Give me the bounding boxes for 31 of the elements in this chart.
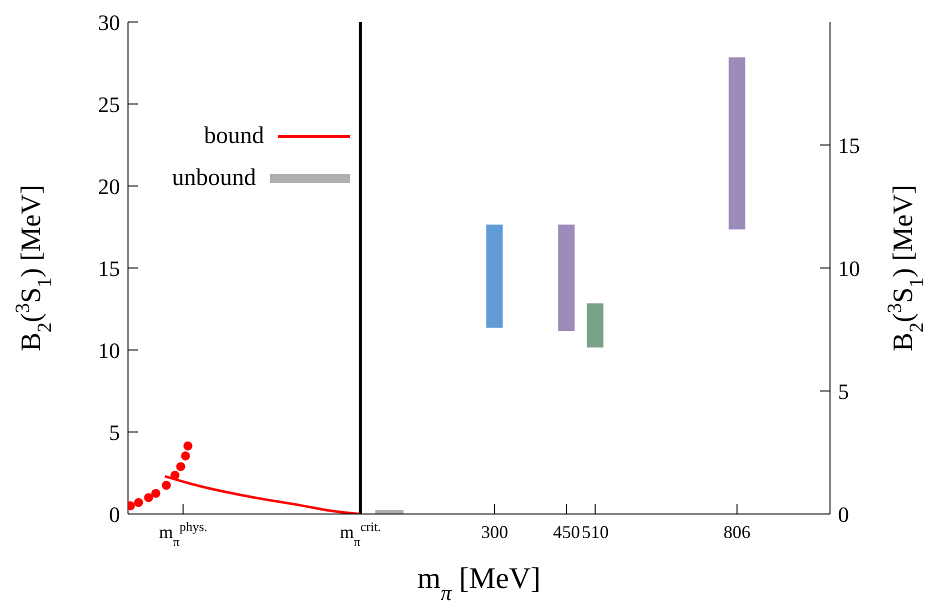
x-tick-label: 450 [552,522,580,542]
point [183,441,192,450]
y2-tick-label: 10 [838,256,860,281]
y-tick-label: 5 [109,420,120,445]
y2-tick-label: 5 [838,379,849,404]
x-tick-label: 300 [481,522,508,542]
point [162,480,171,490]
y-tick-label: 0 [109,502,120,527]
y2-tick-label: 15 [838,133,860,158]
point [170,470,180,480]
x-tick-label: 806 [724,522,751,542]
point [134,498,144,508]
y-tick-label: 30 [98,10,120,35]
y2-tick-label: 0 [838,502,849,527]
x-tick-label: 510 [582,522,609,542]
y-tick-label: 20 [98,174,120,199]
point [180,451,190,460]
bar [586,303,604,348]
legend-label: bound [204,122,264,150]
y-tick-label: 25 [98,92,120,117]
bar [728,57,746,230]
x-axis-title: m$_{π}$ [MeV] [417,562,541,605]
point [151,488,160,498]
line-series [164,475,362,514]
y-tick-label: 10 [98,338,120,363]
bar [486,224,503,328]
point [176,462,186,472]
legend-label: unbound [172,164,256,192]
y-tick-label: 15 [98,256,120,281]
point [144,493,154,502]
bar [558,224,575,332]
